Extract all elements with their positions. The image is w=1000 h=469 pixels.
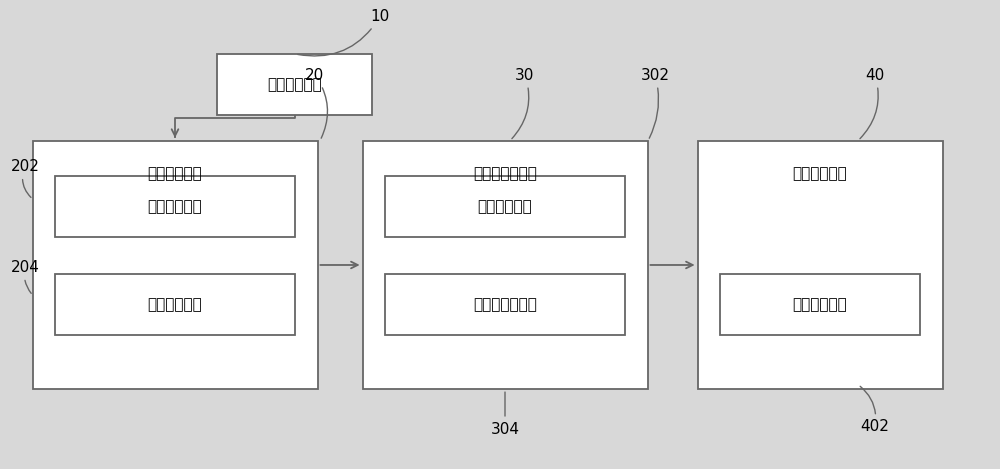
Bar [385,176,625,237]
Text: 相关度计算模块: 相关度计算模块 [473,297,537,312]
Text: 402: 402 [860,386,889,434]
Text: 202: 202 [11,159,39,197]
Text: 304: 304 [490,392,520,437]
Text: 20: 20 [305,68,328,138]
Bar [385,274,625,335]
Bar [720,274,920,335]
Text: 字符读取模块: 字符读取模块 [148,166,202,181]
Text: 30: 30 [512,68,535,139]
Text: 相关度获取模块: 相关度获取模块 [473,166,537,181]
Text: 字符缩放模块: 字符缩放模块 [793,297,847,312]
Text: 字符调用模块: 字符调用模块 [148,297,202,312]
Bar [363,141,648,389]
Text: 40: 40 [860,68,885,139]
Text: 算法调用模块: 算法调用模块 [478,199,532,214]
Bar [32,141,318,389]
Bar [217,54,372,115]
Text: 字符输入模块: 字符输入模块 [268,77,322,92]
Text: 204: 204 [11,260,39,293]
Text: 信息获取模块: 信息获取模块 [148,199,202,214]
Text: 字符调整模块: 字符调整模块 [793,166,847,181]
Bar [698,141,942,389]
Text: 10: 10 [298,9,390,56]
Bar [55,274,295,335]
Text: 302: 302 [640,68,670,138]
Bar [55,176,295,237]
